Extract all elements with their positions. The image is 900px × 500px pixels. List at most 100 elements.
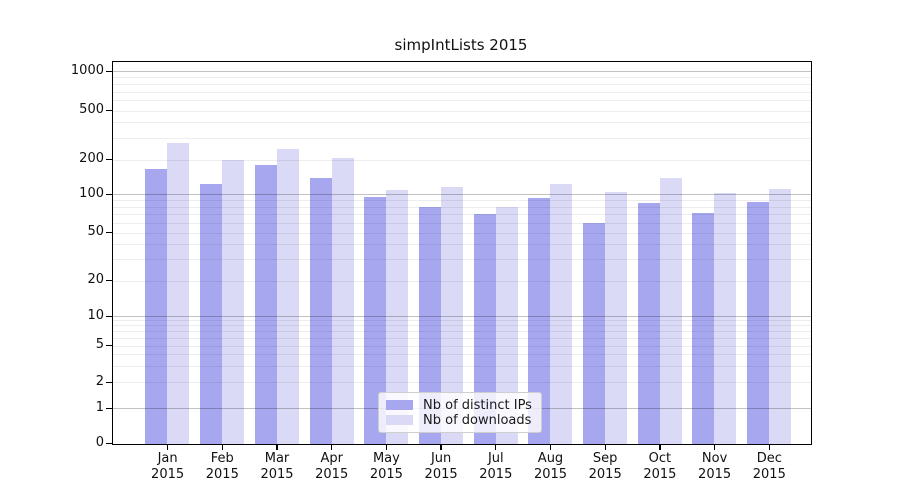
x-tick <box>768 444 770 451</box>
x-tick <box>713 444 716 451</box>
minor-gridline <box>113 244 811 246</box>
minor-gridline <box>113 365 811 367</box>
bar-downloads-jul <box>495 206 518 444</box>
y-tick-label: 200 <box>79 151 104 167</box>
bar-downloads-mar <box>276 148 299 444</box>
year-label: 2015 <box>369 467 403 482</box>
minor-gridline <box>113 137 811 139</box>
y-tick <box>106 345 112 347</box>
bar-downloads-dec <box>769 188 792 444</box>
x-tick-label-oct: Oct 2015 <box>628 451 692 483</box>
minor-gridline <box>113 345 811 347</box>
x-tick-label-mar: Mar 2015 <box>245 451 309 483</box>
bar-downloads-sep <box>605 192 627 444</box>
x-tick <box>221 444 223 451</box>
y-tick <box>106 407 112 409</box>
y-tick <box>106 159 112 161</box>
x-tick-label-apr: Apr 2015 <box>300 451 364 483</box>
month-label: Oct <box>648 451 672 466</box>
bar-distinct-ips-may <box>364 196 387 444</box>
major-gridline <box>113 315 811 317</box>
x-tick-label-jun: Jun 2015 <box>409 451 473 483</box>
y-tick <box>106 315 112 317</box>
y-tick-label: 5 <box>95 337 104 353</box>
year-label: 2015 <box>205 467 239 482</box>
major-gridline <box>113 71 811 73</box>
minor-gridline <box>113 100 811 102</box>
month-label: May <box>372 451 400 466</box>
y-tick <box>106 442 112 444</box>
bar-distinct-ips-dec <box>747 202 770 444</box>
year-label: 2015 <box>260 467 294 482</box>
minor-gridline <box>113 214 811 216</box>
x-tick-label-aug: Aug 2015 <box>519 451 583 483</box>
bar-downloads-aug <box>550 183 573 444</box>
minor-gridline <box>113 354 811 356</box>
legend-label: Nb of distinct IPs <box>423 397 532 413</box>
bar-distinct-ips-mar <box>254 164 277 444</box>
month-label: Feb <box>210 451 234 466</box>
x-tick-label-nov: Nov 2015 <box>683 451 747 483</box>
legend-item-distinct-ips: Nb of distinct IPs <box>386 397 534 413</box>
y-tick-label: 2 <box>95 373 104 389</box>
bar-distinct-ips-aug <box>528 198 551 444</box>
y-tick-label: 500 <box>79 102 104 118</box>
minor-gridline <box>113 259 811 261</box>
year-label: 2015 <box>151 467 185 482</box>
y-tick-label: 0 <box>95 434 104 450</box>
minor-gridline <box>113 110 811 112</box>
x-tick-label-dec: Dec 2015 <box>737 451 801 483</box>
y-tick-label: 1 <box>95 399 104 415</box>
year-label: 2015 <box>588 467 622 482</box>
minor-gridline <box>113 325 811 327</box>
bar-distinct-ips-nov <box>692 213 715 444</box>
x-tick <box>331 444 333 451</box>
month-label: Sep <box>592 451 618 466</box>
minor-gridline <box>113 337 811 339</box>
x-tick-label-jul: Jul 2015 <box>464 451 528 483</box>
plot-area <box>112 61 812 445</box>
minor-gridline <box>113 382 811 383</box>
month-label: Dec <box>756 451 782 466</box>
bar-distinct-ips-jul <box>473 214 496 444</box>
legend: Nb of distinct IPs Nb of downloads <box>378 392 542 433</box>
month-label: Jul <box>487 451 504 466</box>
bar-downloads-nov <box>714 193 737 444</box>
y-tick-label: 20 <box>87 272 104 288</box>
minor-gridline <box>113 331 811 333</box>
x-tick <box>659 444 661 451</box>
year-label: 2015 <box>698 467 732 482</box>
bar-distinct-ips-oct <box>637 203 660 444</box>
x-tick <box>604 444 606 451</box>
x-tick <box>166 444 169 451</box>
minor-gridline <box>113 91 811 93</box>
minor-gridline <box>113 320 811 322</box>
x-tick-label-may: May 2015 <box>354 451 418 483</box>
minor-gridline <box>113 84 811 86</box>
minor-gridline <box>113 206 811 208</box>
minor-gridline <box>113 200 811 202</box>
x-tick <box>549 444 552 451</box>
x-tick <box>385 444 388 451</box>
legend-item-downloads: Nb of downloads <box>386 413 534 428</box>
bar-distinct-ips-jun <box>418 207 441 444</box>
legend-swatch-distinct-ips <box>386 400 413 410</box>
bar-downloads-jan <box>167 143 190 444</box>
minor-gridline <box>113 280 811 282</box>
month-label: Apr <box>320 451 343 466</box>
month-label: Mar <box>264 451 290 466</box>
y-tick <box>106 280 112 282</box>
y-tick-label: 100 <box>79 186 104 202</box>
chart-title: simpIntLists 2015 <box>394 36 528 54</box>
month-label: Aug <box>537 451 564 466</box>
y-tick <box>106 232 112 234</box>
bar-downloads-jun <box>440 187 463 444</box>
minor-gridline <box>113 232 811 234</box>
y-tick-label: 1000 <box>70 63 104 79</box>
y-tick <box>106 71 112 73</box>
year-label: 2015 <box>533 467 568 482</box>
legend-swatch-downloads <box>386 415 413 425</box>
y-tick <box>106 110 112 112</box>
month-label: Nov <box>701 451 728 466</box>
